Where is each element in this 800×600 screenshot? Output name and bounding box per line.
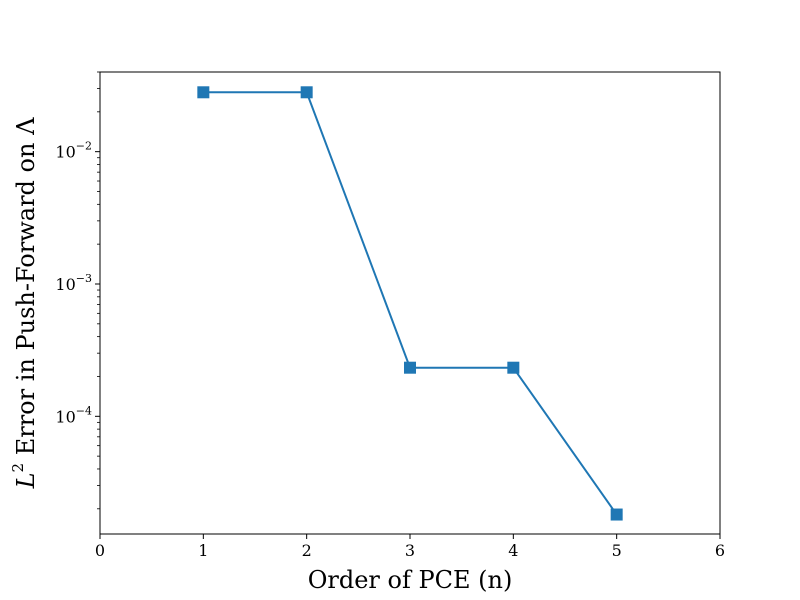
x-tick-label: 3: [405, 541, 415, 560]
x-tick-label: 2: [302, 541, 312, 560]
x-tick-label: 1: [198, 541, 208, 560]
x-tick-label: 5: [612, 541, 622, 560]
y-axis-title-sup: 2: [9, 463, 27, 473]
y-tick-label: 10−3: [55, 272, 92, 294]
y-axis-title-base: L: [12, 472, 40, 489]
y-tick-label: 10−4: [55, 404, 92, 426]
y-tick-label-base: 10: [55, 407, 75, 426]
x-tick-label: 6: [715, 541, 725, 560]
data-point-marker: [197, 86, 210, 99]
x-axis: 0 1 2 3 4 5 6: [95, 534, 725, 560]
y-axis-title-rest: Error in Push-Forward on Λ: [12, 117, 40, 463]
y-tick-label-base: 10: [55, 143, 75, 162]
data-point-marker: [404, 361, 416, 374]
y-tick-label-exp: −2: [76, 140, 92, 153]
y-tick-label-exp: −4: [76, 404, 92, 417]
plot-area: [197, 86, 623, 521]
y-axis-title: L2 Error in Push-Forward on Λ: [9, 117, 40, 489]
data-point-marker: [507, 361, 520, 374]
y-tick-label-base: 10: [55, 275, 75, 294]
y-axis: 10−210−310−4: [55, 71, 100, 510]
x-tick-label: 0: [95, 541, 105, 560]
plot-frame: [99, 71, 721, 535]
data-point-marker: [300, 86, 313, 99]
series-line: [203, 91, 618, 516]
x-axis-title: Order of PCE (n): [308, 566, 513, 594]
y-tick-label-exp: −3: [76, 272, 92, 285]
y-tick-label: 10−2: [55, 140, 92, 162]
data-point-marker: [610, 508, 623, 521]
x-tick-label: 4: [508, 541, 518, 560]
